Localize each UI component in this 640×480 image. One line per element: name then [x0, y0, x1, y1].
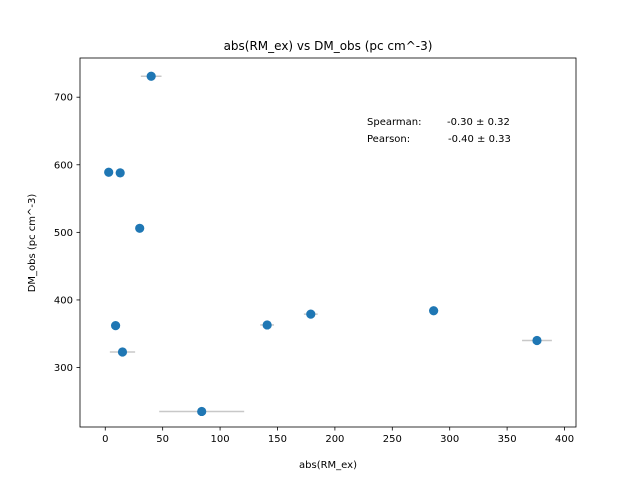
data-point: [115, 168, 125, 178]
y-tick-label: 600: [54, 160, 73, 171]
data-point: [104, 167, 114, 177]
x-tick-label: 200: [325, 434, 344, 445]
correlation-annotation: Spearman: -0.30 ± 0.32 Pearson: -0.40 ± …: [367, 117, 511, 145]
data-point: [135, 223, 145, 233]
plot-frame: [79, 57, 577, 428]
y-tick-label: 700: [54, 93, 73, 104]
data-point: [197, 406, 207, 417]
x-tick-label: 250: [383, 434, 402, 445]
spearman-value: -0.30 ± 0.32: [447, 117, 510, 128]
y-tick-label: 500: [54, 228, 73, 239]
x-tick-label: 350: [498, 434, 517, 445]
pearson-value: -0.40 ± 0.33: [448, 134, 511, 145]
pearson-label: Pearson:: [367, 134, 410, 145]
data-point: [429, 306, 439, 316]
x-tick-label: 0: [102, 434, 108, 445]
x-axis-label: abs(RM_ex): [299, 460, 357, 471]
y-axis-label: DM_obs (pc cm^-3): [27, 194, 38, 293]
x-tick-label: 300: [440, 434, 459, 445]
chart-title: abs(RM_ex) vs DM_obs (pc cm^-3): [224, 39, 433, 53]
x-tick-label: 150: [268, 434, 287, 445]
plot-area: 0 50 100 150 200 250 300 350 400 300 400 500 600 700: [54, 57, 577, 445]
spearman-label: Spearman:: [367, 117, 422, 128]
y-tick-label: 400: [54, 295, 73, 306]
data-point: [262, 320, 272, 330]
x-tick-label: 100: [211, 434, 230, 445]
x-tick-label: 400: [555, 434, 574, 445]
data-point: [146, 71, 156, 81]
data-point: [110, 321, 121, 331]
data-point: [532, 335, 542, 346]
y-tick-label: 300: [54, 363, 73, 374]
data-point: [117, 347, 128, 357]
x-tick-label: 50: [156, 434, 169, 445]
data-point: [306, 309, 316, 319]
